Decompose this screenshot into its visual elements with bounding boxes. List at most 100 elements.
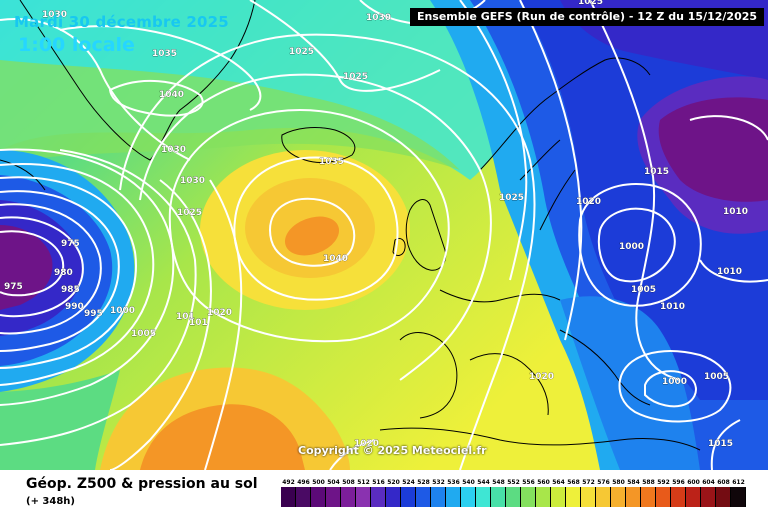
isobar-1025-east <box>459 0 528 281</box>
scale-step: 584 <box>626 478 641 507</box>
scale-label: 544 <box>477 479 490 486</box>
isobar-label: 1030 <box>42 10 67 20</box>
scale-label: 588 <box>642 479 655 486</box>
isobar-1005-russia <box>597 207 676 283</box>
scale-step: 508 <box>341 478 356 507</box>
field-south-deeporange <box>140 404 305 470</box>
scale-step: 544 <box>476 478 491 507</box>
scale-swatch <box>476 487 491 507</box>
scale-label: 580 <box>612 479 625 486</box>
scale-swatch <box>686 487 701 507</box>
isobar-label: 975 <box>4 282 23 292</box>
isobar-1020 <box>119 33 536 470</box>
field-atl-low-core <box>0 225 53 310</box>
scale-step: 580 <box>611 478 626 507</box>
scale-step: 516 <box>371 478 386 507</box>
scale-swatch <box>521 487 536 507</box>
scandinavia-coast <box>479 57 651 231</box>
scale-step: 532 <box>431 478 446 507</box>
isobar-label: 1020 <box>207 308 232 318</box>
scale-step: 604 <box>701 478 716 507</box>
isobar-label: 1035 <box>319 157 344 167</box>
scale-label: 520 <box>387 479 400 486</box>
scale-step: 520 <box>386 478 401 507</box>
isobar-label: 1025 <box>578 0 603 7</box>
scale-swatch <box>626 487 641 507</box>
scale-step: 612 <box>731 478 746 507</box>
isobar-label: 1025 <box>177 208 202 218</box>
scale-swatch <box>386 487 401 507</box>
scale-label: 500 <box>312 479 325 486</box>
isobar-atl-990 <box>0 190 120 352</box>
scale-label: 596 <box>672 479 685 486</box>
scale-label: 492 <box>282 479 295 486</box>
isobar-atl-985 <box>0 203 102 335</box>
isobar-1025-wide <box>139 73 492 381</box>
scale-swatch <box>281 487 296 507</box>
isobar-atl-975 <box>0 230 65 297</box>
scale-swatch <box>371 487 386 507</box>
scale-step: 524 <box>401 478 416 507</box>
scale-step: 600 <box>686 478 701 507</box>
scale-label: 552 <box>507 479 520 486</box>
isobar-1035-grl <box>59 25 262 111</box>
scale-swatch <box>311 487 326 507</box>
scale-step: 560 <box>536 478 551 507</box>
isobar-label: 1040 <box>323 254 348 264</box>
isobar-label: 101 <box>176 312 195 322</box>
scale-swatch <box>656 487 671 507</box>
scale-swatch <box>611 487 626 507</box>
isobar-1020-east <box>519 0 583 341</box>
isobar-label: 1015 <box>644 167 669 177</box>
isobar-1025-n <box>249 0 441 92</box>
isobar-label: 1030 <box>366 13 391 23</box>
isobar-label: 1020 <box>354 439 379 449</box>
scale-swatch <box>431 487 446 507</box>
scale-step: 500 <box>311 478 326 507</box>
scale-swatch <box>701 487 716 507</box>
scale-label: 528 <box>417 479 430 486</box>
scale-label: 516 <box>372 479 385 486</box>
isobar-label: 1020 <box>576 197 601 207</box>
iceland-coast <box>281 127 356 163</box>
scale-label: 512 <box>357 479 370 486</box>
scale-label: 584 <box>627 479 640 486</box>
scale-label: 524 <box>402 479 415 486</box>
scale-swatch <box>596 487 611 507</box>
isobar-1020-south <box>329 439 376 470</box>
isobar-1010-russia2 <box>578 183 702 307</box>
scale-label: 592 <box>657 479 670 486</box>
scale-swatch <box>551 487 566 507</box>
scale-step: 528 <box>416 478 431 507</box>
map-canvas: 1030 1030 1025 1035 1025 1025 1040 1030 … <box>0 0 768 470</box>
isobar-med-1005 <box>618 350 732 423</box>
scale-step: 556 <box>521 478 536 507</box>
isobar-label: 990 <box>65 302 84 312</box>
scale-label: 504 <box>327 479 340 486</box>
isobar-labels: 1030 1030 1025 1035 1025 1025 1040 1030 … <box>4 0 748 449</box>
scale-label: 608 <box>717 479 730 486</box>
isobar-label: 101 <box>189 318 208 328</box>
scale-swatch <box>461 487 476 507</box>
isobar-label: 1035 <box>152 49 177 59</box>
scale-step: 548 <box>491 478 506 507</box>
north-africa-coast <box>379 427 701 451</box>
scale-swatch <box>401 487 416 507</box>
scale-swatch <box>491 487 506 507</box>
scale-swatch <box>506 487 521 507</box>
scale-label: 532 <box>432 479 445 486</box>
isobar-atl-1015 <box>109 179 212 470</box>
isobar-label: 1025 <box>289 47 314 57</box>
lead-time: (+ 348h) <box>26 496 75 507</box>
isobar-atl-1000 <box>0 163 155 386</box>
isobar-label: 1020 <box>529 372 554 382</box>
isobar-label: 1000 <box>619 242 644 252</box>
scale-swatch <box>671 487 686 507</box>
scale-swatch <box>641 487 656 507</box>
scale-label: 496 <box>297 479 310 486</box>
scale-label: 548 <box>492 479 505 486</box>
isobar-atl-1005 <box>0 148 175 406</box>
field-russia-low <box>658 97 768 202</box>
isobar-1015-se <box>710 419 741 470</box>
scale-label: 508 <box>342 479 355 486</box>
